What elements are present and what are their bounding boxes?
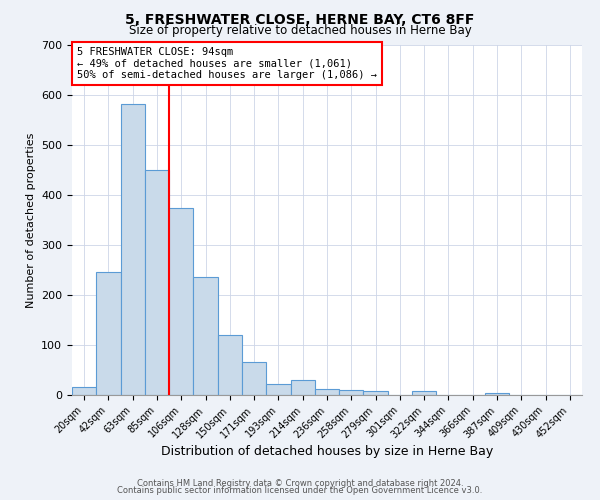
Bar bbox=[218, 335, 242, 395]
Bar bbox=[412, 391, 436, 395]
Text: Contains public sector information licensed under the Open Government Licence v3: Contains public sector information licen… bbox=[118, 486, 482, 495]
Bar bbox=[485, 392, 509, 395]
Bar bbox=[266, 384, 290, 395]
Y-axis label: Number of detached properties: Number of detached properties bbox=[26, 132, 35, 308]
Bar bbox=[96, 272, 121, 395]
Text: 5, FRESHWATER CLOSE, HERNE BAY, CT6 8FF: 5, FRESHWATER CLOSE, HERNE BAY, CT6 8FF bbox=[125, 12, 475, 26]
Text: Contains HM Land Registry data © Crown copyright and database right 2024.: Contains HM Land Registry data © Crown c… bbox=[137, 478, 463, 488]
Text: 5 FRESHWATER CLOSE: 94sqm
← 49% of detached houses are smaller (1,061)
50% of se: 5 FRESHWATER CLOSE: 94sqm ← 49% of detac… bbox=[77, 47, 377, 80]
Bar bbox=[364, 391, 388, 395]
Text: Size of property relative to detached houses in Herne Bay: Size of property relative to detached ho… bbox=[128, 24, 472, 37]
Bar bbox=[145, 170, 169, 395]
Bar bbox=[290, 380, 315, 395]
Bar bbox=[121, 104, 145, 395]
X-axis label: Distribution of detached houses by size in Herne Bay: Distribution of detached houses by size … bbox=[161, 445, 493, 458]
Bar bbox=[193, 277, 218, 395]
Bar bbox=[72, 386, 96, 395]
Bar bbox=[315, 388, 339, 395]
Bar bbox=[169, 208, 193, 395]
Bar bbox=[242, 362, 266, 395]
Bar bbox=[339, 390, 364, 395]
